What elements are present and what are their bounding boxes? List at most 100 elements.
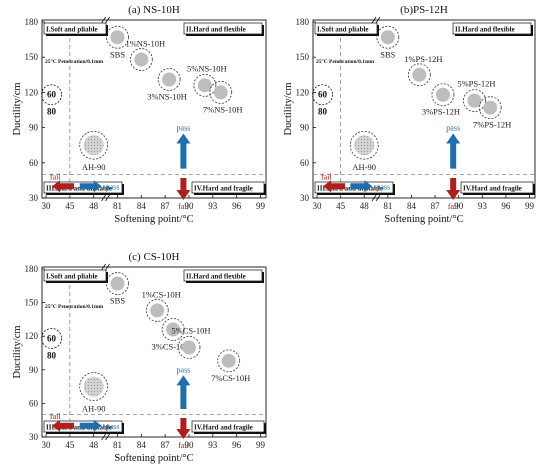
pass-label-up: pass <box>177 123 191 132</box>
axis-break-mark <box>105 194 110 202</box>
data-point-ring <box>157 68 181 91</box>
y-tick-label: 150 <box>296 52 310 62</box>
fail-arrow-left <box>323 180 345 193</box>
data-point-ring <box>478 96 502 120</box>
y-tick-label: 90 <box>29 365 39 375</box>
fail-label-down: fail <box>178 441 189 450</box>
data-point-ring <box>217 349 241 373</box>
axis-break-mark <box>105 263 110 271</box>
quadrant-label-hard-unstable: III.Hard and unstable <box>46 424 112 432</box>
data-point-ring <box>463 89 486 113</box>
plot-frame <box>41 266 267 438</box>
quadrant-label-hard-flexible-shadow <box>186 34 264 36</box>
pass-label-up: pass <box>446 123 460 132</box>
chart-title: (c) CS-10H <box>128 251 179 263</box>
axis-break-mark <box>101 194 106 202</box>
data-point-label: 7%NS-10H <box>203 104 243 114</box>
x-tick-label: 84 <box>137 201 147 211</box>
ah90-marker <box>83 135 104 156</box>
quadrant-label-hard-flexible: II.Hard and flexible <box>186 26 246 34</box>
data-point <box>134 52 149 67</box>
x-tick-label: 30 <box>313 201 323 211</box>
data-point-label: 3%NS-10H <box>147 91 187 101</box>
quadrant-label-hard-unstable: III.Hard and unstable <box>317 185 383 193</box>
quadrant-label-hard-unstable-shadow <box>122 423 124 434</box>
plot-frame <box>41 19 267 199</box>
x-tick-label: 90 <box>184 440 194 450</box>
data-point <box>435 87 450 102</box>
x-tick-label: 90 <box>184 201 194 211</box>
quadrant-label-hard-fragile-shadow <box>264 423 266 434</box>
penetration-value-top: 60 <box>318 90 328 100</box>
x-tick-label: 84 <box>407 201 417 211</box>
data-point-label: 5%PS-12H <box>457 79 495 89</box>
data-point <box>483 100 498 115</box>
penetration-value-bottom: 80 <box>47 107 57 117</box>
ah90-label: AH-90 <box>82 162 106 172</box>
quadrant-label-soft-pliable-shadow <box>317 34 379 36</box>
data-point <box>221 353 236 368</box>
y-tick-label: 30 <box>29 432 39 442</box>
x-tick-label: 96 <box>232 440 242 450</box>
y-tick-label: 60 <box>300 158 310 168</box>
pass-arrow-right <box>79 419 102 432</box>
x-tick-label: 99 <box>256 440 266 450</box>
y-tick-label: 180 <box>25 264 39 274</box>
data-point <box>181 340 196 355</box>
x-tick-label: 48 <box>89 440 99 450</box>
data-point-label: 1%NS-10H <box>125 39 165 49</box>
quadrant-label-soft-pliable-shadow <box>106 272 108 283</box>
quadrant-label-hard-fragile: IV.Hard and fragile <box>194 185 253 193</box>
quadrant-label-hard-fragile-shadow <box>533 184 535 195</box>
x-tick-label: 96 <box>501 201 511 211</box>
data-point <box>412 67 427 82</box>
data-point-label: 7%PS-12H <box>473 120 511 130</box>
quadrant-label-hard-flexible-shadow <box>262 25 264 36</box>
pass-arrow-up <box>446 133 461 169</box>
quadrant-label-soft-pliable-shadow <box>106 25 108 36</box>
pass-label-right: pass <box>106 182 120 191</box>
quadrant-label-hard-flexible-shadow <box>531 25 533 36</box>
fail-arrow-down <box>176 417 191 439</box>
quadrant-label-soft-pliable-shadow <box>377 25 379 36</box>
quadrant-label-hard-unstable-shadow <box>122 184 124 195</box>
quadrant-label-hard-fragile: IV.Hard and fragile <box>463 185 522 193</box>
x-tick-label: 81 <box>383 201 392 211</box>
chart-panel-2: (b)PS-12H 30 60 90 120 150 180 30 45 48 81 84 87 90 93… <box>283 4 536 225</box>
penetration-value-bottom: 80 <box>318 107 328 117</box>
data-point-ring <box>177 335 201 359</box>
chart-panel-3: (c) CS-10H 30 60 90 120 150 180 30 45 48 81 84 87 90 9… <box>12 251 267 464</box>
x-axis-label: Softening point/°C <box>114 453 193 464</box>
data-point-ring <box>376 25 400 49</box>
penetration-caption: 25°C Penetration/0.1mm <box>316 58 375 65</box>
y-tick-label: 180 <box>296 17 310 27</box>
quadrant-label-hard-flexible: II.Hard and flexible <box>455 26 515 34</box>
ah90-ring <box>79 130 109 160</box>
x-tick-label: 81 <box>113 440 122 450</box>
data-point <box>110 30 125 45</box>
penetration-ring <box>41 84 62 106</box>
data-point-ring <box>209 81 233 104</box>
y-tick-label: 90 <box>29 123 39 133</box>
x-tick-label: 99 <box>256 201 266 211</box>
y-axis-label: Ductility/cm <box>12 325 23 378</box>
quadrant-label-hard-fragile-shadow <box>194 193 266 195</box>
quadrant-label-hard-fragile-shadow <box>463 193 535 195</box>
data-point-label: SBS <box>380 49 395 59</box>
x-tick-label: 48 <box>360 201 370 211</box>
x-tick-label: 87 <box>161 440 171 450</box>
penetration-value-top: 60 <box>47 90 57 100</box>
penetration-caption: 25°C Penetration/0.1mm <box>45 303 104 310</box>
chart-title: (b)PS-12H <box>400 4 448 16</box>
y-axis-label: Ductility/cm <box>283 82 294 135</box>
x-tick-label: 90 <box>454 201 464 211</box>
y-tick-label: 150 <box>25 298 39 308</box>
data-point <box>467 93 482 108</box>
x-tick-label: 81 <box>113 201 122 211</box>
x-tick-label: 84 <box>137 440 147 450</box>
fail-arrow-down <box>176 178 191 200</box>
x-tick-label: 93 <box>208 201 218 211</box>
data-point-label: 1%CS-10H <box>142 289 181 299</box>
y-tick-label: 30 <box>300 193 310 203</box>
fail-arrow-left <box>52 180 74 193</box>
